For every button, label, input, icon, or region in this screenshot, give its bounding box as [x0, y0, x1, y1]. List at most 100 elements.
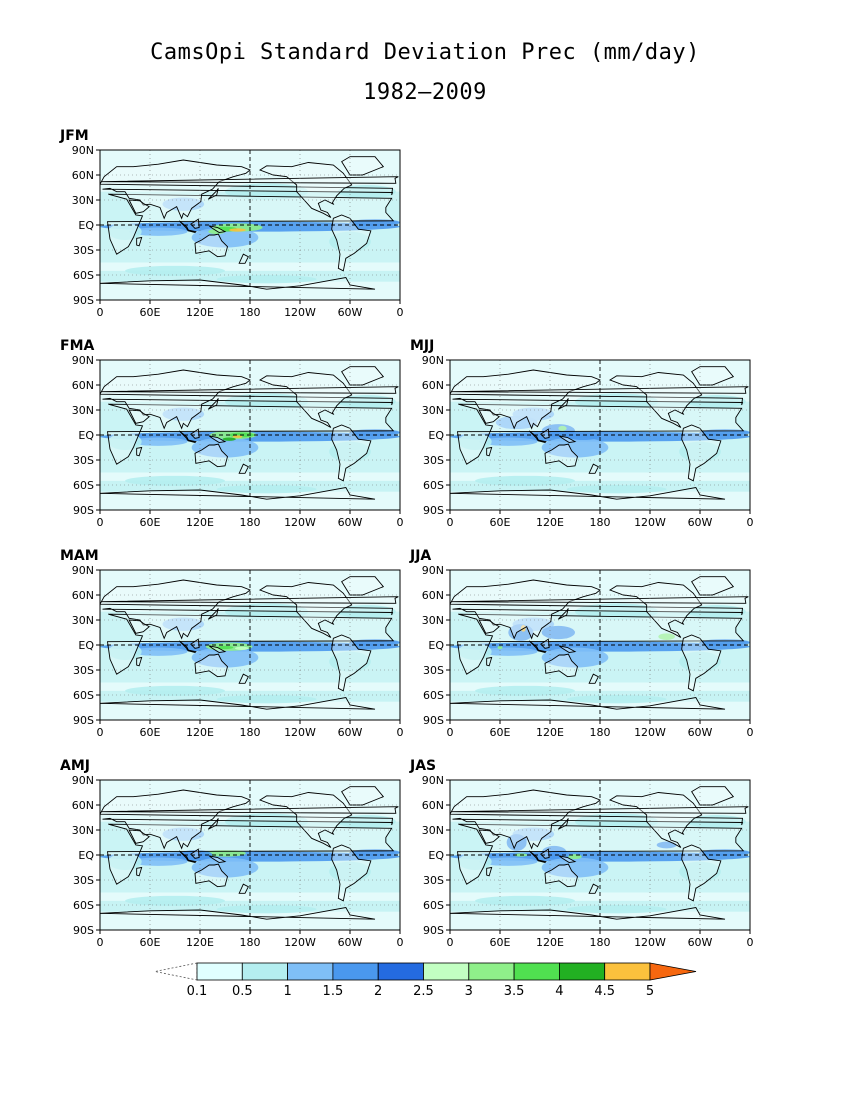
coastline: [558, 608, 569, 620]
precip-blob: [191, 857, 259, 878]
colorbar-box: [332, 962, 379, 981]
y-tick-label: 60S: [73, 479, 94, 492]
precip-blob: [108, 223, 142, 240]
precip-blob: [558, 425, 567, 431]
coastline: [341, 366, 385, 386]
panel-label: MJJ: [410, 338, 435, 354]
precip-blob: [108, 433, 142, 450]
colorbar-label: 0.1: [187, 984, 208, 999]
coastline: [558, 855, 577, 863]
y-tick-label: 60N: [422, 799, 444, 812]
y-tick-label: 60S: [423, 689, 444, 702]
map-field: [100, 570, 400, 720]
precip-blob: [235, 646, 249, 650]
coastline: [190, 428, 200, 439]
y-tick-label: 90N: [72, 144, 94, 157]
panel-mam: MAM 90N 60N 30N EQ 30S 60S 90S 0 60E 120E 180 120W 6…: [60, 548, 404, 763]
precip-blob: [108, 643, 142, 660]
colorbar-label: 2.5: [413, 984, 434, 999]
coastline: [588, 673, 599, 684]
precip-blob: [566, 485, 667, 494]
coastline: [331, 844, 372, 902]
x-tick-label: 120W: [634, 516, 666, 529]
coastline: [194, 863, 229, 888]
precip-blob: [216, 275, 317, 284]
x-tick-label: 120E: [536, 516, 564, 529]
panel-label: JAS: [410, 758, 437, 774]
coastline: [238, 883, 249, 894]
precip-blob: [679, 861, 721, 882]
y-tick-label: 60N: [72, 799, 94, 812]
coastline: [186, 229, 197, 233]
x-tick-label: 0: [97, 306, 104, 319]
map-field: [100, 150, 400, 300]
x-tick-label: 180: [240, 306, 261, 319]
precip-blob: [216, 485, 317, 494]
precip-blob: [679, 651, 721, 672]
x-tick-label: 0: [97, 936, 104, 949]
coastline: [691, 366, 735, 386]
coastline: [238, 463, 249, 474]
x-tick-label: 120W: [284, 516, 316, 529]
panel-fma: FMA 90N 60N 30N EQ 30S 60S 90S 0 60E 120E 180 120W 6…: [60, 338, 404, 553]
panel-label: JFM: [60, 128, 89, 144]
precip-blob: [129, 227, 188, 236]
coastline: [136, 866, 143, 877]
coastline: [536, 859, 547, 863]
coastline: [544, 863, 579, 888]
precip-blob: [162, 617, 205, 631]
coastline: [691, 786, 735, 806]
coastline: [540, 848, 550, 859]
x-tick-label: 0: [397, 306, 404, 319]
y-tick-label: EQ: [78, 429, 94, 442]
colorbar-box: [423, 962, 470, 981]
panel-amj: AMJ 90N 60N 30N EQ 30S 60S 90S 0 60E 120E 180 120W 6…: [60, 758, 404, 973]
x-tick-label: 60E: [140, 516, 161, 529]
coastline: [106, 613, 395, 675]
coastline: [558, 645, 577, 653]
precip-blob: [329, 651, 371, 672]
precip-blob: [222, 437, 236, 441]
coastline: [186, 649, 197, 653]
y-tick-label: 90N: [422, 564, 444, 577]
x-tick-label: 60E: [490, 516, 511, 529]
y-tick-label: EQ: [78, 219, 94, 232]
coastline: [186, 859, 197, 863]
precip-blob: [479, 437, 538, 446]
coastline: [100, 369, 394, 430]
x-tick-label: 0: [97, 516, 104, 529]
precip-blob: [475, 475, 575, 486]
colorbar-box: [196, 962, 243, 981]
coastline: [456, 823, 745, 885]
coastline: [536, 649, 547, 653]
coastline: [194, 653, 229, 678]
coastline: [186, 439, 197, 443]
coastline: [331, 634, 372, 692]
precip-blob: [566, 433, 600, 440]
x-tick-label: 60W: [338, 516, 363, 529]
coastline: [208, 855, 227, 863]
y-tick-label: 30N: [72, 194, 94, 207]
coastline: [194, 233, 229, 258]
y-tick-label: 90N: [422, 774, 444, 787]
colorbar-low-extension: [154, 962, 198, 981]
precip-blob: [216, 905, 317, 914]
precip-blob: [458, 643, 492, 660]
coastline: [486, 866, 493, 877]
panel-label: AMJ: [60, 758, 90, 774]
y-tick-label: 30S: [73, 664, 94, 677]
precip-blob: [656, 841, 677, 849]
y-tick-label: 30S: [423, 874, 444, 887]
coastline: [238, 673, 249, 684]
coastline: [136, 446, 143, 457]
y-tick-label: 30S: [423, 454, 444, 467]
colorbar-label: 0.5: [232, 984, 253, 999]
coastline: [258, 372, 353, 428]
coastline: [208, 435, 227, 443]
y-tick-label: 60N: [72, 169, 94, 182]
precip-blob: [129, 437, 188, 446]
coastline: [106, 823, 395, 885]
precip-blob: [232, 435, 243, 438]
